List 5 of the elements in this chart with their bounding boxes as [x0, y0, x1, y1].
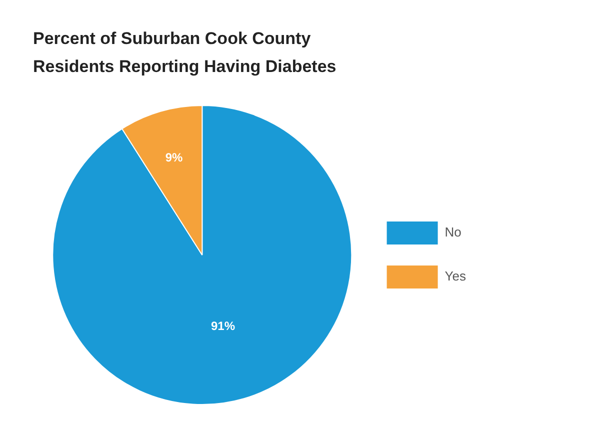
legend-label: Yes [444, 268, 466, 284]
chart-title: Percent of Suburban Cook County Residents Reporting Having Diabetes [33, 28, 338, 78]
legend-label: No [444, 224, 462, 240]
data-label: 91% [210, 319, 236, 334]
data-label: 9% [165, 150, 183, 164]
